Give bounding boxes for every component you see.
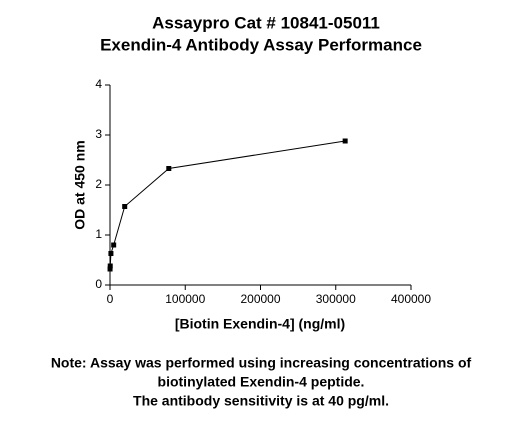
marker: [122, 204, 128, 209]
x-tick-label: 300000: [316, 292, 356, 306]
x-tick-label: 400000: [391, 292, 431, 306]
x-tick-label: 0: [107, 292, 114, 306]
note-line: Note: Assay was performed using increasi…: [51, 355, 472, 371]
y-tick-label: 3: [95, 127, 102, 141]
x-tick-label: 100000: [165, 292, 205, 306]
x-tick-label: 200000: [240, 292, 280, 306]
marker: [108, 251, 114, 256]
series-line: [109, 140, 346, 270]
note-line: The antibody sensitivity is at 40 pg/ml.: [133, 393, 389, 409]
marker: [107, 266, 113, 272]
marker: [166, 166, 172, 171]
marker: [342, 138, 348, 144]
x-axis-label: [Biotin Exendin-4] (ng/ml): [175, 316, 345, 332]
chart-subtitle: Exendin-4 Antibody Assay Performance: [100, 35, 422, 54]
marker: [111, 242, 117, 248]
y-tick-label: 0: [95, 277, 102, 291]
note-line: biotinylated Exendin-4 peptide.: [158, 374, 365, 390]
y-tick-label: 4: [95, 77, 102, 91]
y-tick-label: 1: [95, 227, 102, 241]
marker: [107, 263, 113, 269]
y-axis-label: OD at 450 nm: [72, 140, 88, 229]
y-tick-label: 2: [95, 177, 102, 191]
chart-title: Assaypro Cat # 10841-05011: [152, 13, 380, 32]
